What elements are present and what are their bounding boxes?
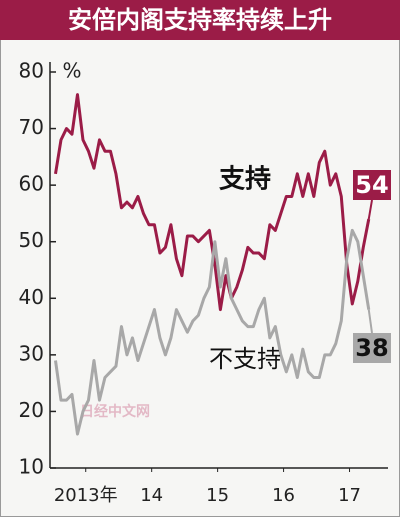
y-tick-label: 50	[19, 228, 44, 252]
end-value-label: 54	[355, 171, 388, 199]
end-pointer	[367, 309, 373, 334]
y-tick-label: 60	[19, 172, 44, 196]
y-tick-label: 10	[19, 455, 44, 479]
end-box	[353, 333, 391, 363]
x-tick-label: 16	[272, 485, 295, 506]
title-banner	[0, 0, 400, 40]
end-box	[353, 170, 391, 200]
x-tick-label: 15	[206, 485, 229, 506]
series-label: 不支持	[209, 345, 281, 373]
watermark: 日经中文网	[80, 403, 150, 420]
y-tick-label: 70	[19, 115, 44, 139]
end-pointer	[367, 199, 373, 220]
end-value-label: 38	[355, 334, 388, 362]
series-line	[54, 93, 371, 312]
y-unit: %	[62, 59, 81, 83]
x-tick-label: 2013年	[54, 485, 118, 506]
series-line	[54, 228, 371, 436]
y-tick-label: 80	[19, 59, 44, 83]
x-tick-label: 14	[140, 485, 163, 506]
series-label: 支持	[219, 165, 271, 195]
y-tick-label: 30	[19, 341, 44, 365]
x-tick-label: 17	[338, 485, 361, 506]
y-tick-label: 40	[19, 285, 44, 309]
chart-title: 安倍内阁支持率持续上升	[68, 6, 332, 34]
y-tick-label: 20	[19, 398, 44, 422]
